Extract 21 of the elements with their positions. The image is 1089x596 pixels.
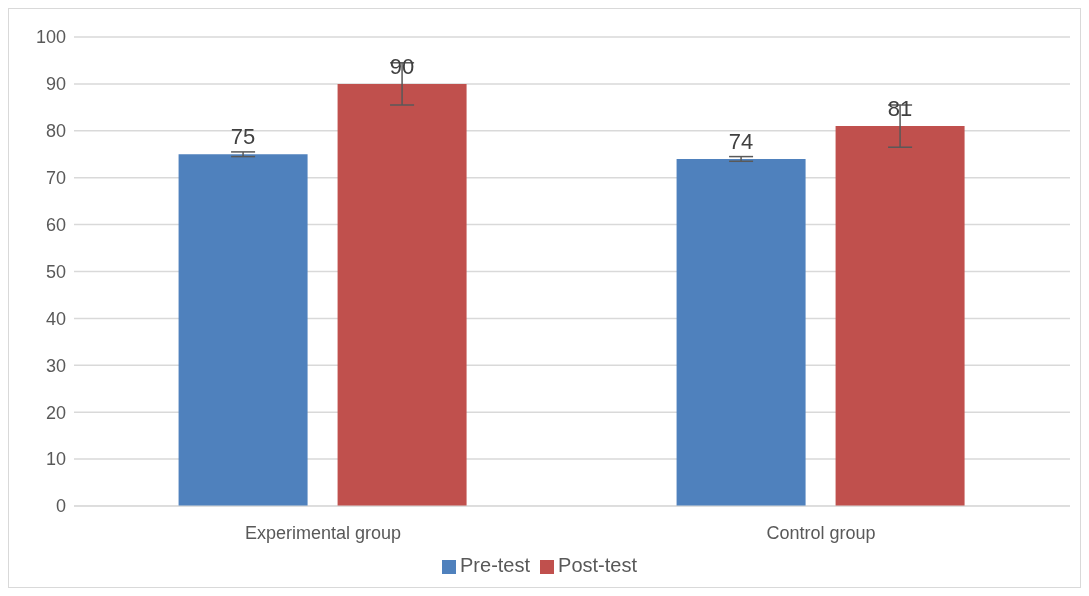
y-tick-label: 0 [55, 496, 66, 517]
y-tick-label: 10 [45, 449, 66, 470]
bar [337, 83, 467, 506]
y-tick-label: 100 [35, 27, 66, 48]
bar [178, 154, 308, 506]
y-tick-label: 50 [45, 261, 66, 282]
x-tick-label: Experimental group [244, 522, 402, 543]
x-tick-label: Control group [766, 522, 876, 543]
y-tick-label: 80 [45, 121, 66, 142]
bar [835, 126, 965, 506]
legend-label: Post-test [558, 554, 637, 576]
legend-label: Pre-test [460, 554, 531, 576]
y-tick-label: 70 [45, 168, 66, 189]
y-tick-label: 40 [45, 308, 66, 329]
data-label: 74 [728, 128, 754, 154]
y-tick-label: 20 [45, 402, 66, 423]
y-tick-label: 60 [45, 214, 66, 235]
data-label: 75 [230, 124, 256, 150]
bar [676, 158, 806, 506]
y-tick-label: 90 [45, 74, 66, 95]
y-tick-label: 30 [45, 355, 66, 376]
